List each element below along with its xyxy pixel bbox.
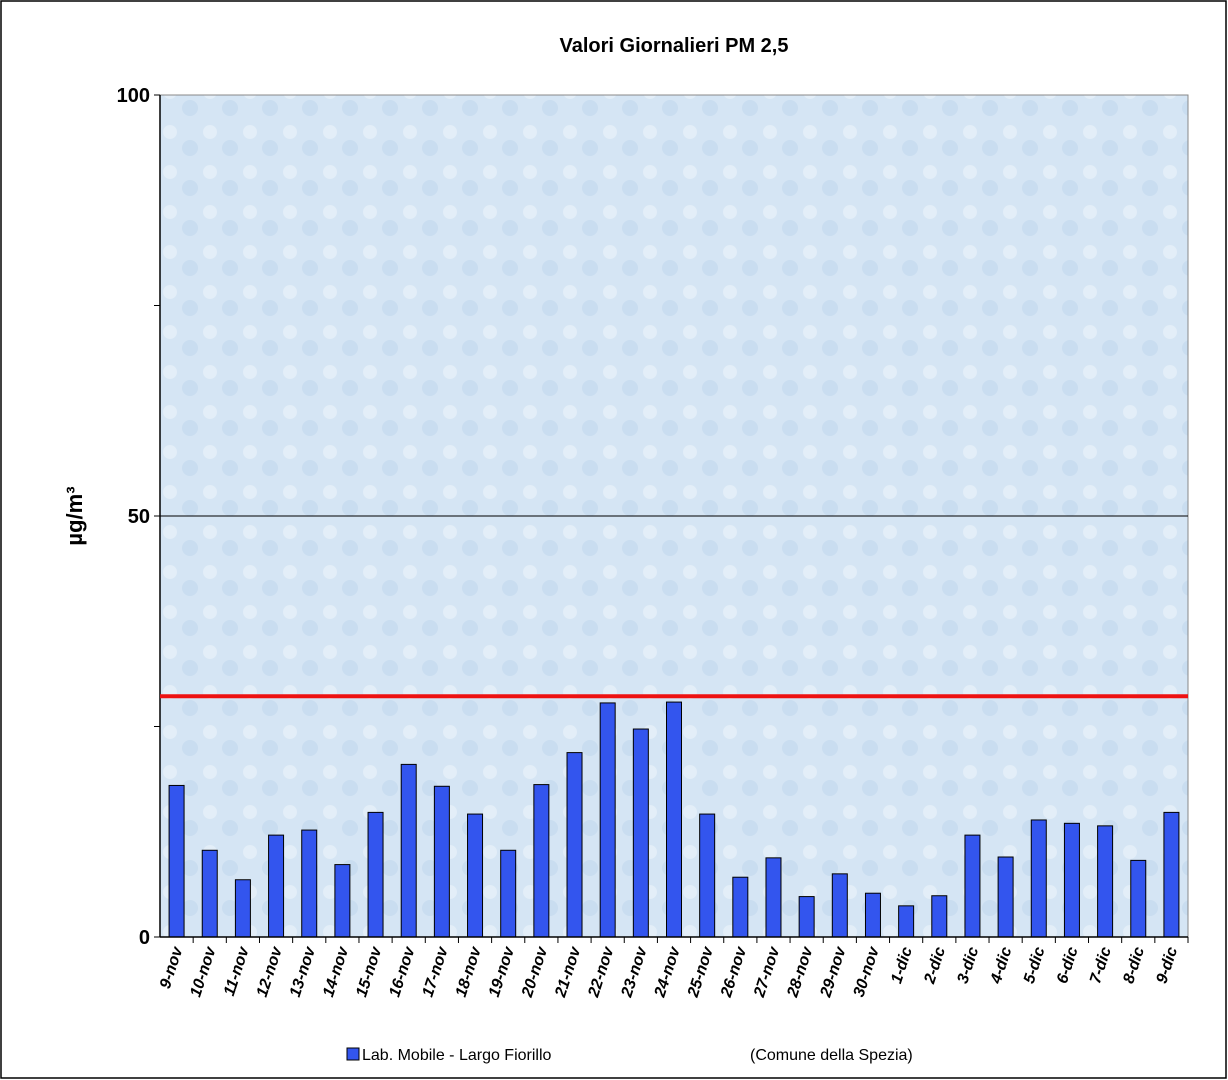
bar [1030,819,1047,938]
bar [699,813,716,938]
bar [931,895,948,938]
bar [1097,825,1114,938]
bar [566,752,583,938]
bar [268,834,285,938]
chart-title: Valori Giornalieri PM 2,5 [560,35,789,57]
annotation: (Comune della Spezia) [750,1047,913,1064]
bar [433,785,450,938]
bar [898,905,915,938]
bar [864,892,881,938]
legend-swatch [346,1047,360,1061]
bar [964,834,981,938]
bar [599,702,616,938]
bar [234,879,251,938]
bar [400,763,417,938]
bar [500,849,517,938]
y-axis-label: µg/m³ [62,486,87,545]
bar [467,813,484,938]
bar [1130,859,1147,938]
y-tick-label: 100 [117,85,150,107]
bar [533,784,550,938]
bar [765,857,782,938]
bar [666,701,682,938]
bar [201,849,218,938]
bar [334,864,351,938]
bar [798,896,815,938]
bar [997,856,1014,938]
bar [732,876,749,938]
bar [1163,811,1180,938]
bar [632,728,649,938]
y-tick-label: 0 [139,927,150,949]
bar [301,829,318,938]
bar [831,873,848,938]
legend-label: Lab. Mobile - Largo Fiorillo [362,1047,552,1064]
y-tick-label: 50 [128,506,150,528]
bar [367,811,384,938]
bar [168,784,185,938]
bar [1063,822,1080,938]
